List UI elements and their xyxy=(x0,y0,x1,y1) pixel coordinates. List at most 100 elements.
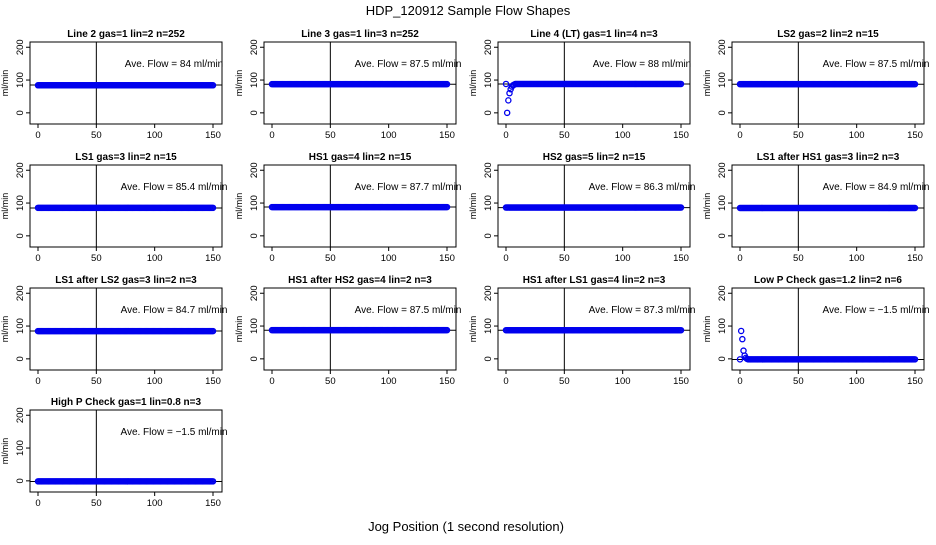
panel: LS1 gas=3 lin=2 n=15 ml/min 0 100 200 0 50 100 1… xyxy=(0,152,227,264)
x-tick-label: 50 xyxy=(91,498,102,509)
y-tick-label: 100 xyxy=(483,318,494,334)
panels-group: Line 2 gas=1 lin=2 n=252 ml/min 0 100 200 0 50… xyxy=(0,29,930,509)
x-tick-label: 100 xyxy=(147,376,163,387)
y-axis-label: ml/min xyxy=(234,70,244,97)
y-axis-label: ml/min xyxy=(468,193,478,220)
data-point xyxy=(739,335,746,343)
y-tick-label: 200 xyxy=(483,285,494,301)
y-tick-label: 0 xyxy=(483,110,494,115)
y-axis-label: ml/min xyxy=(0,70,10,97)
y-tick-label: 200 xyxy=(15,39,26,55)
average-flow-annotation: Ave. Flow = 86.3 ml/min xyxy=(589,182,696,193)
panel-title: Low P Check gas=1.2 lin=2 n=6 xyxy=(754,275,902,286)
panel-title: HS2 gas=5 lin=2 n=15 xyxy=(543,152,646,163)
data-point xyxy=(443,326,451,334)
y-tick-label: 200 xyxy=(249,39,260,55)
y-tick-label: 100 xyxy=(483,72,494,88)
panel-title: High P Check gas=1 lin=0.8 n=3 xyxy=(51,397,202,408)
average-flow-annotation: Ave. Flow = 88 ml/min xyxy=(593,59,691,70)
x-tick-label: 150 xyxy=(907,376,923,387)
panel: LS1 after HS1 gas=3 lin=2 n=3 ml/min 0 100 2… xyxy=(702,152,929,264)
y-tick-label: 200 xyxy=(15,162,26,178)
y-tick-label: 0 xyxy=(717,356,728,361)
data-point xyxy=(677,80,685,88)
y-axis-label: ml/min xyxy=(702,193,712,220)
plot-frame xyxy=(731,164,925,248)
data-series xyxy=(736,327,919,363)
y-tick-label: 100 xyxy=(249,195,260,211)
x-tick-label: 50 xyxy=(91,253,102,264)
y-axis-label: ml/min xyxy=(0,316,10,343)
average-flow-annotation: Ave. Flow = −1.5 ml/min xyxy=(120,427,227,438)
x-tick-label: 0 xyxy=(269,253,274,264)
data-point xyxy=(911,80,919,88)
y-tick-label: 100 xyxy=(717,72,728,88)
panel-title: LS2 gas=2 lin=2 n=15 xyxy=(777,29,879,40)
x-tick-label: 100 xyxy=(849,130,865,141)
data-series xyxy=(736,80,919,88)
data-series xyxy=(268,203,451,211)
panel-title: Line 2 gas=1 lin=2 n=252 xyxy=(67,29,185,40)
y-tick-label: 100 xyxy=(249,318,260,334)
panel: HS1 after HS2 gas=4 lin=2 n=3 ml/min 0 100 2… xyxy=(234,275,461,387)
x-tick-label: 100 xyxy=(615,253,631,264)
average-flow-annotation: Ave. Flow = 87.5 ml/min xyxy=(355,59,462,70)
x-tick-label: 50 xyxy=(91,130,102,141)
x-tick-label: 50 xyxy=(793,253,804,264)
panel: LS2 gas=2 lin=2 n=15 ml/min 0 100 200 0 50 100 1… xyxy=(702,29,929,141)
x-tick-label: 150 xyxy=(439,130,455,141)
y-tick-label: 200 xyxy=(717,162,728,178)
x-tick-label: 100 xyxy=(381,130,397,141)
x-tick-label: 0 xyxy=(737,376,742,387)
panel-title: HS1 after LS1 gas=4 lin=2 n=3 xyxy=(523,275,666,286)
average-flow-annotation: Ave. Flow = 84.7 ml/min xyxy=(121,305,228,316)
x-tick-label: 150 xyxy=(439,253,455,264)
data-point xyxy=(209,478,217,485)
panel-title: HS1 after HS2 gas=4 lin=2 n=3 xyxy=(288,275,432,286)
y-axis-label: ml/min xyxy=(0,193,10,220)
x-tick-label: 150 xyxy=(205,253,221,264)
data-point xyxy=(911,204,919,212)
average-flow-annotation: Ave. Flow = 84 ml/min xyxy=(125,59,223,70)
data-point xyxy=(503,109,511,117)
x-tick-label: 150 xyxy=(673,376,689,387)
average-flow-annotation: Ave. Flow = 87.7 ml/min xyxy=(355,182,462,193)
y-tick-label: 0 xyxy=(15,478,26,483)
y-axis-label: ml/min xyxy=(0,438,10,465)
y-tick-label: 0 xyxy=(15,233,26,238)
plot-frame xyxy=(263,41,457,125)
x-tick-label: 150 xyxy=(205,498,221,509)
x-tick-label: 150 xyxy=(439,376,455,387)
average-flow-annotation: Ave. Flow = 85.4 ml/min xyxy=(121,182,228,193)
data-point xyxy=(502,80,510,88)
data-point xyxy=(209,82,217,89)
x-tick-label: 0 xyxy=(35,376,40,387)
data-series xyxy=(502,80,685,117)
average-flow-annotation: Ave. Flow = 87.3 ml/min xyxy=(589,305,696,316)
data-point xyxy=(911,356,919,363)
y-tick-label: 100 xyxy=(717,195,728,211)
x-tick-label: 150 xyxy=(673,130,689,141)
x-tick-label: 0 xyxy=(35,498,40,509)
x-tick-label: 0 xyxy=(269,376,274,387)
y-axis-label: ml/min xyxy=(468,316,478,343)
data-point xyxy=(736,356,744,363)
y-tick-label: 100 xyxy=(15,440,26,456)
panel: HS1 after LS1 gas=4 lin=2 n=3 ml/min 0 100 2… xyxy=(468,275,695,387)
x-tick-label: 0 xyxy=(503,376,508,387)
y-tick-label: 100 xyxy=(15,318,26,334)
panel: High P Check gas=1 lin=0.8 n=3 ml/min 0 100… xyxy=(0,397,228,509)
x-tick-label: 100 xyxy=(381,253,397,264)
y-tick-label: 200 xyxy=(717,39,728,55)
panel-title: LS1 after HS1 gas=3 lin=2 n=3 xyxy=(757,152,900,163)
x-tick-label: 100 xyxy=(381,376,397,387)
x-tick-label: 0 xyxy=(35,253,40,264)
panel-title: LS1 after LS2 gas=3 lin=2 n=3 xyxy=(55,275,197,286)
y-tick-label: 200 xyxy=(249,285,260,301)
y-tick-label: 0 xyxy=(717,110,728,115)
x-tick-label: 0 xyxy=(35,130,40,141)
y-tick-label: 0 xyxy=(249,110,260,115)
y-tick-label: 100 xyxy=(15,195,26,211)
data-series xyxy=(268,326,451,334)
